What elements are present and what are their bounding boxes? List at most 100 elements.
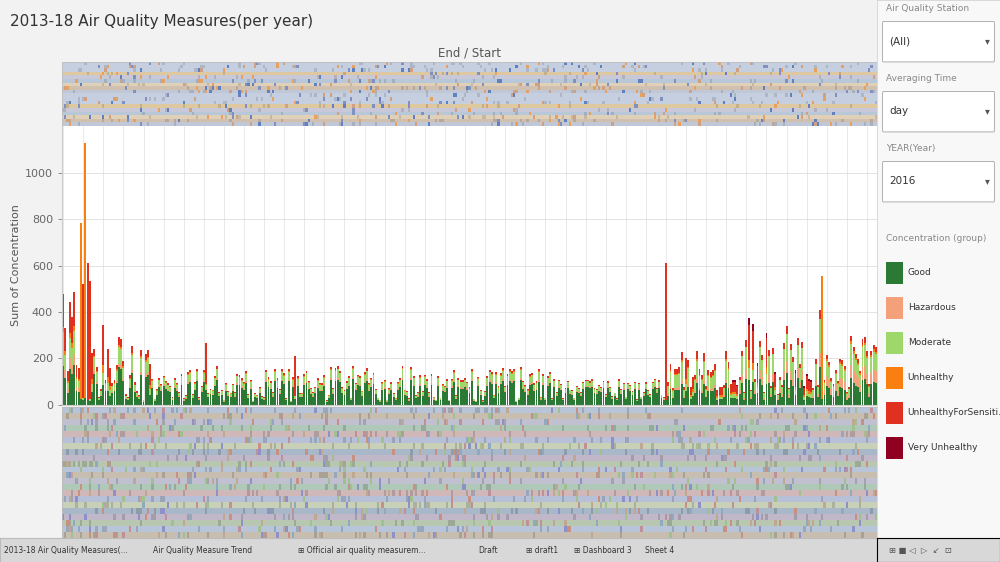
Bar [812, 388, 814, 390]
Bar [310, 393, 312, 394]
Bar [256, 395, 258, 396]
Bar [542, 383, 544, 384]
Bar [408, 399, 410, 400]
Text: Unhealthy: Unhealthy [908, 374, 954, 383]
Bar [819, 352, 821, 367]
Bar [714, 371, 716, 386]
Bar [732, 382, 734, 392]
Bar [239, 375, 240, 377]
Bar [605, 395, 607, 397]
Bar [634, 388, 636, 389]
Bar [189, 370, 191, 372]
Bar [136, 397, 138, 405]
Bar [116, 365, 118, 369]
Bar [723, 397, 725, 405]
Bar [694, 379, 696, 380]
Bar [687, 384, 689, 387]
Bar [839, 387, 841, 405]
Bar [163, 386, 165, 405]
Bar [670, 370, 671, 371]
Bar [719, 395, 721, 397]
Bar [567, 382, 569, 387]
Bar [312, 396, 314, 397]
Bar [339, 383, 341, 405]
Bar [714, 364, 716, 370]
Bar [268, 378, 269, 379]
Bar [772, 348, 774, 354]
Bar [328, 398, 330, 405]
Bar [366, 370, 368, 371]
Bar [82, 400, 84, 405]
Bar [520, 380, 522, 405]
Bar [875, 347, 877, 352]
Bar [886, 262, 903, 284]
Bar [596, 389, 598, 390]
Bar [828, 365, 830, 367]
Bar [819, 310, 821, 319]
Bar [303, 374, 305, 376]
Bar [96, 384, 98, 405]
Bar [538, 380, 540, 382]
Bar [413, 378, 415, 385]
Bar [431, 376, 432, 377]
Bar [768, 356, 770, 375]
Bar [821, 399, 823, 405]
Bar [73, 354, 75, 365]
Bar [486, 378, 488, 384]
Bar [151, 388, 153, 405]
Bar [533, 383, 535, 384]
Bar [734, 398, 736, 405]
Bar [201, 387, 203, 392]
Bar [373, 384, 374, 405]
Bar [80, 399, 82, 405]
Bar [473, 401, 475, 405]
Bar [558, 382, 560, 386]
Bar [783, 371, 785, 380]
Bar [694, 393, 696, 405]
Bar [846, 400, 848, 405]
Bar [96, 382, 98, 384]
Bar [388, 394, 390, 405]
Bar [853, 351, 855, 353]
Bar [632, 395, 633, 405]
Bar [565, 388, 566, 389]
Bar [131, 370, 133, 373]
Bar [803, 397, 805, 400]
Bar [817, 397, 819, 405]
Bar [373, 375, 374, 382]
Bar [469, 393, 470, 405]
Bar [314, 392, 316, 393]
Bar [426, 388, 428, 405]
Bar [241, 380, 243, 386]
Bar [368, 383, 370, 384]
Bar [486, 386, 488, 405]
Bar [265, 373, 267, 380]
Bar [69, 302, 71, 333]
Bar [402, 366, 403, 369]
Bar [714, 386, 716, 388]
Bar [274, 369, 276, 371]
Bar [699, 391, 700, 405]
Bar [187, 382, 189, 383]
Bar [154, 400, 156, 401]
Bar [812, 390, 814, 396]
Bar [757, 393, 758, 405]
Bar [712, 375, 714, 377]
Bar [544, 400, 546, 405]
Bar [100, 396, 102, 405]
Bar [536, 389, 537, 405]
Bar [406, 392, 408, 396]
Bar [109, 368, 111, 387]
Bar [766, 367, 767, 374]
Bar [730, 384, 732, 393]
Bar [100, 395, 102, 396]
Bar [306, 373, 307, 381]
Bar [446, 379, 448, 380]
Bar [500, 375, 502, 376]
Bar [218, 397, 220, 405]
Bar [518, 400, 520, 405]
Bar [370, 386, 372, 387]
Bar [241, 386, 243, 388]
Bar [667, 383, 669, 386]
Bar [712, 391, 714, 405]
